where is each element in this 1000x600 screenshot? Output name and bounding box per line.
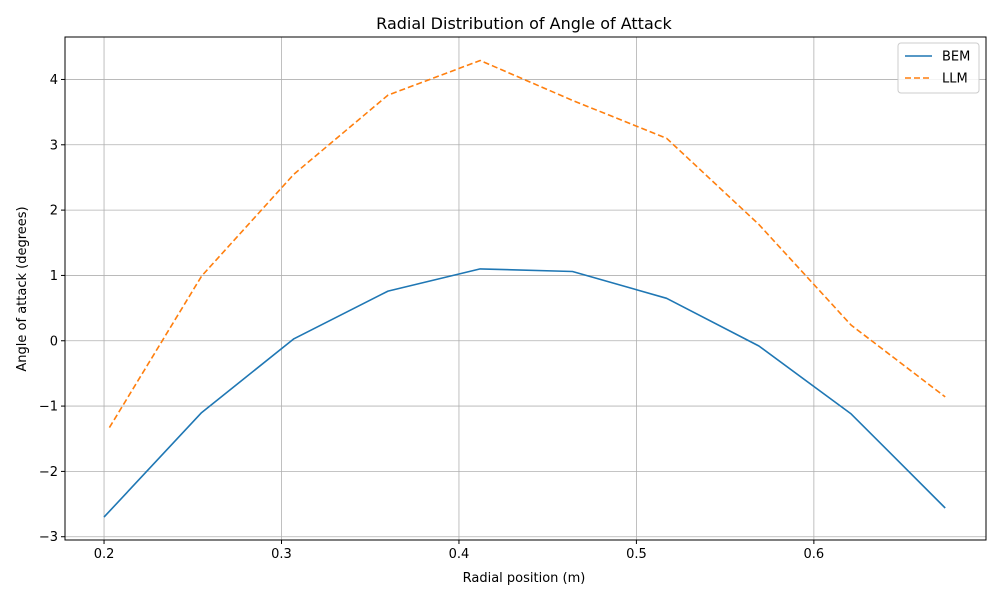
series-line-llm [108,59,946,429]
chart-title: Radial Distribution of Angle of Attack [376,14,672,33]
x-tick-label: 0.2 [94,547,115,562]
data-point-bem [758,345,760,347]
x-axis: 0.2 0.3 0.4 0.5 0.6 [94,540,825,562]
plot-series [103,59,946,518]
data-point-bem [103,516,105,518]
data-point-llm [944,396,946,398]
legend-label-llm: LLM [942,72,968,87]
data-point-bem [572,271,574,273]
plot-frame [64,36,987,541]
data-point-bem [944,507,946,509]
x-tick-label: 0.3 [271,547,292,562]
series-line-bem [103,268,946,518]
x-tick-label: 0.5 [626,547,647,562]
data-point-llm [387,94,389,96]
data-point-llm [666,137,668,139]
data-point-bem [387,290,389,292]
data-point-bem [666,297,668,299]
data-point-llm [293,173,295,175]
y-tick-label: −1 [39,400,58,415]
y-tick-label: 1 [50,269,58,284]
data-point-llm [479,60,481,62]
legend: BEM LLM [897,42,980,94]
data-point-bem [850,413,852,415]
x-axis-label: Radial position (m) [463,571,586,586]
x-tick-label: 0.6 [804,547,825,562]
y-tick-label: −3 [39,530,58,545]
y-axis: −3 −2 −1 0 1 2 3 4 [39,73,65,545]
y-tick-label: 3 [50,138,58,153]
y-tick-label: 0 [50,334,58,349]
data-point-llm [758,223,760,225]
y-tick-label: 2 [50,204,58,219]
data-point-bem [479,268,481,270]
data-point-bem [293,338,295,340]
data-point-llm [201,275,203,277]
data-point-bem [201,412,203,414]
data-point-llm [572,99,574,101]
legend-label-bem: BEM [942,50,970,65]
y-tick-label: −2 [39,465,58,480]
y-axis-label: Angle of attack (degrees) [15,206,30,371]
data-point-llm [108,427,110,429]
x-tick-label: 0.4 [449,547,470,562]
data-point-llm [850,324,852,326]
y-tick-label: 4 [50,73,58,88]
